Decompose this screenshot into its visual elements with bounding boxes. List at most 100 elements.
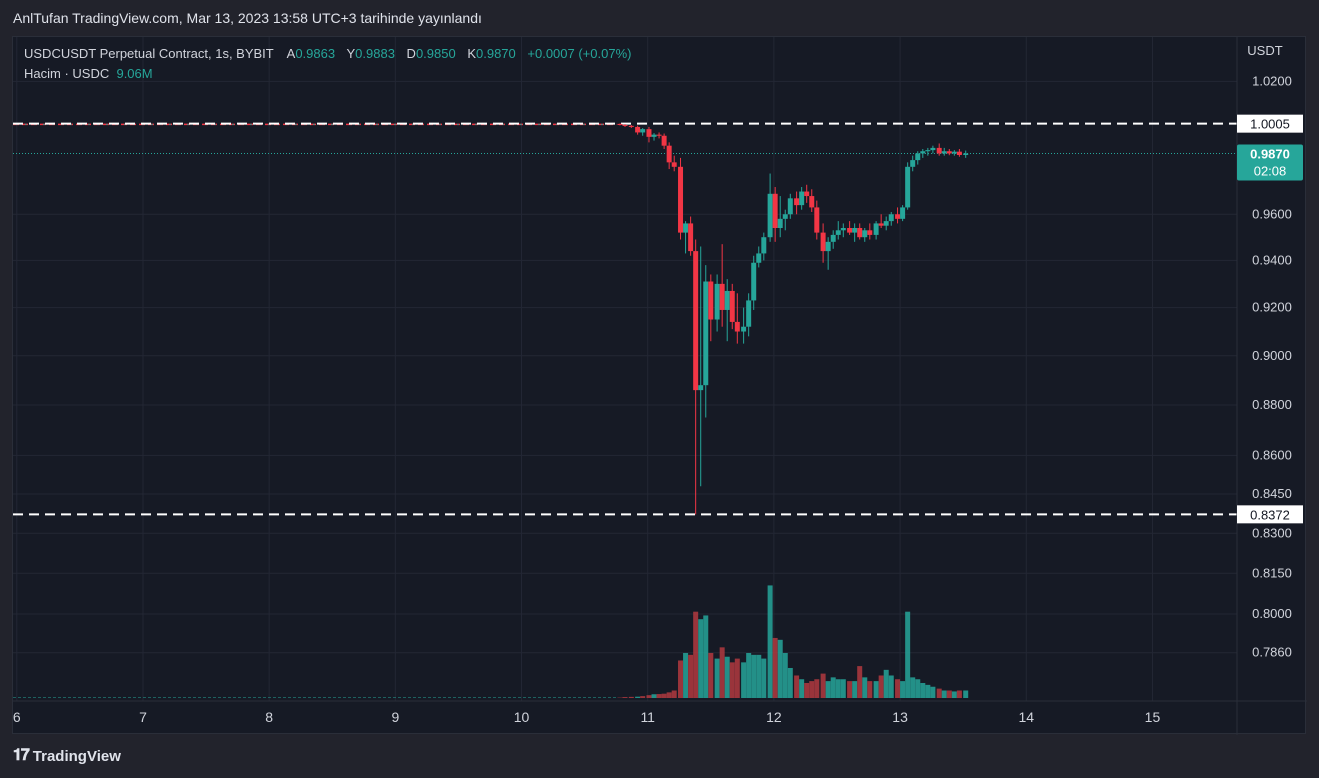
candle-body (830, 234, 836, 242)
candle-body (847, 228, 853, 233)
candle-body (651, 134, 657, 137)
y-tick-label: 0.9000 (1252, 348, 1292, 363)
level-price-tag (1237, 114, 1303, 133)
candle-body (671, 162, 677, 167)
x-tick-label: 12 (766, 709, 782, 725)
volume-bar (683, 652, 689, 698)
volume-bar (804, 682, 810, 698)
volume-bar (734, 658, 740, 698)
candle-body (708, 281, 714, 320)
volume-bar (830, 677, 836, 698)
high-key: Y (346, 46, 356, 61)
volume-bar (873, 681, 879, 698)
x-tick-label: 6 (13, 709, 21, 725)
candle-body (814, 207, 820, 233)
candle-body (787, 198, 793, 215)
volume-bar (698, 619, 704, 698)
symbol-label: USDCUSDT Perpetual Contract, 1s, BYBIT (24, 46, 274, 61)
volume-bar (930, 686, 936, 698)
volume-bar (946, 690, 952, 698)
y-tick-label: 0.8450 (1252, 486, 1292, 501)
volume-bar (951, 691, 957, 698)
candle-body (794, 198, 800, 206)
volume-bar (925, 684, 931, 698)
candle-body (693, 251, 699, 391)
volume-bar (666, 692, 672, 698)
volume-bar (936, 688, 942, 698)
candle-body (820, 232, 826, 252)
volume-bar (847, 681, 853, 698)
candle-body (910, 160, 916, 167)
volume-bar (761, 658, 767, 698)
candle-body (628, 125, 634, 127)
last-price-label: 0.9870 (1250, 146, 1290, 161)
y-tick-label: 0.9200 (1252, 300, 1292, 315)
volume-bar (746, 652, 752, 698)
candle-body (963, 153, 969, 155)
candle-body (905, 166, 911, 208)
x-tick-label: 14 (1018, 709, 1034, 725)
low-key: D (406, 46, 416, 61)
candle-body (688, 223, 694, 252)
volume-bar (772, 637, 778, 698)
y-tick-label: 0.7860 (1252, 645, 1292, 660)
volume-bar (767, 585, 773, 698)
candle-body (729, 290, 735, 322)
volume-bar (963, 690, 969, 698)
volume-bar (941, 690, 947, 698)
candle-body (852, 228, 858, 233)
candle-body (640, 129, 646, 133)
x-tick-label: 11 (640, 709, 655, 725)
volume-bar (814, 679, 820, 698)
candle-body (825, 241, 831, 252)
volume-bar (640, 696, 646, 698)
candle-body (895, 214, 901, 219)
volume-bar (671, 690, 677, 698)
volume-bar (862, 677, 868, 698)
candle-body (756, 253, 762, 263)
volume-bar (915, 679, 921, 698)
volume-bar (867, 681, 873, 698)
y-tick-label: 0.9600 (1252, 206, 1292, 221)
volume-bar (622, 697, 628, 698)
volume-bar (825, 681, 831, 698)
volume-bar (635, 696, 641, 698)
candle-body (888, 214, 894, 222)
volume-bar (693, 611, 699, 698)
candle-body (761, 237, 767, 254)
chart-panel[interactable]: USDT 1.0200 0.9600 0.9400 0.9200 0.9000 0.8800… (12, 36, 1307, 735)
candle-body (878, 223, 884, 226)
candle-body (719, 283, 725, 310)
volume-value: 9.06M (116, 66, 153, 81)
x-tick-label: 15 (1145, 709, 1161, 725)
y-tick-label: 0.8600 (1252, 447, 1292, 462)
close-key: K (467, 46, 476, 61)
candle-body (956, 151, 962, 155)
countdown-label: 02:08 (1254, 163, 1287, 178)
volume-bar (777, 639, 783, 698)
volume-bar (703, 615, 709, 698)
candle-body (862, 230, 868, 238)
candle-body (751, 262, 757, 301)
candle-body (635, 126, 641, 133)
volume-bar (719, 647, 725, 698)
volume-bar (714, 658, 720, 698)
volume-bar (661, 693, 667, 698)
candle-body (698, 385, 704, 391)
footer-brand[interactable]: 𝟏𝟕 TradingView (13, 747, 121, 765)
volume-bar (920, 682, 926, 698)
candlestick-chart[interactable]: USDT 1.0200 0.9600 0.9400 0.9200 0.9000 0.8800… (13, 37, 1307, 735)
y-tick-label: 0.8150 (1252, 565, 1292, 580)
x-tick-label: 7 (139, 709, 147, 725)
volume-bar (688, 654, 694, 698)
candle-body (804, 191, 810, 197)
last-price-tag (1237, 144, 1303, 181)
low-value: 0.9850 (415, 46, 456, 61)
x-tick-label: 9 (391, 709, 399, 725)
open-value: 0.9863 (295, 46, 336, 61)
volume-bar (878, 675, 884, 698)
published-caption: AnlTufan TradingView.com, Mar 13, 2023 1… (13, 10, 482, 26)
y-tick-label: 0.9400 (1252, 252, 1292, 267)
candle-body (622, 124, 628, 126)
candle-body (666, 145, 672, 163)
